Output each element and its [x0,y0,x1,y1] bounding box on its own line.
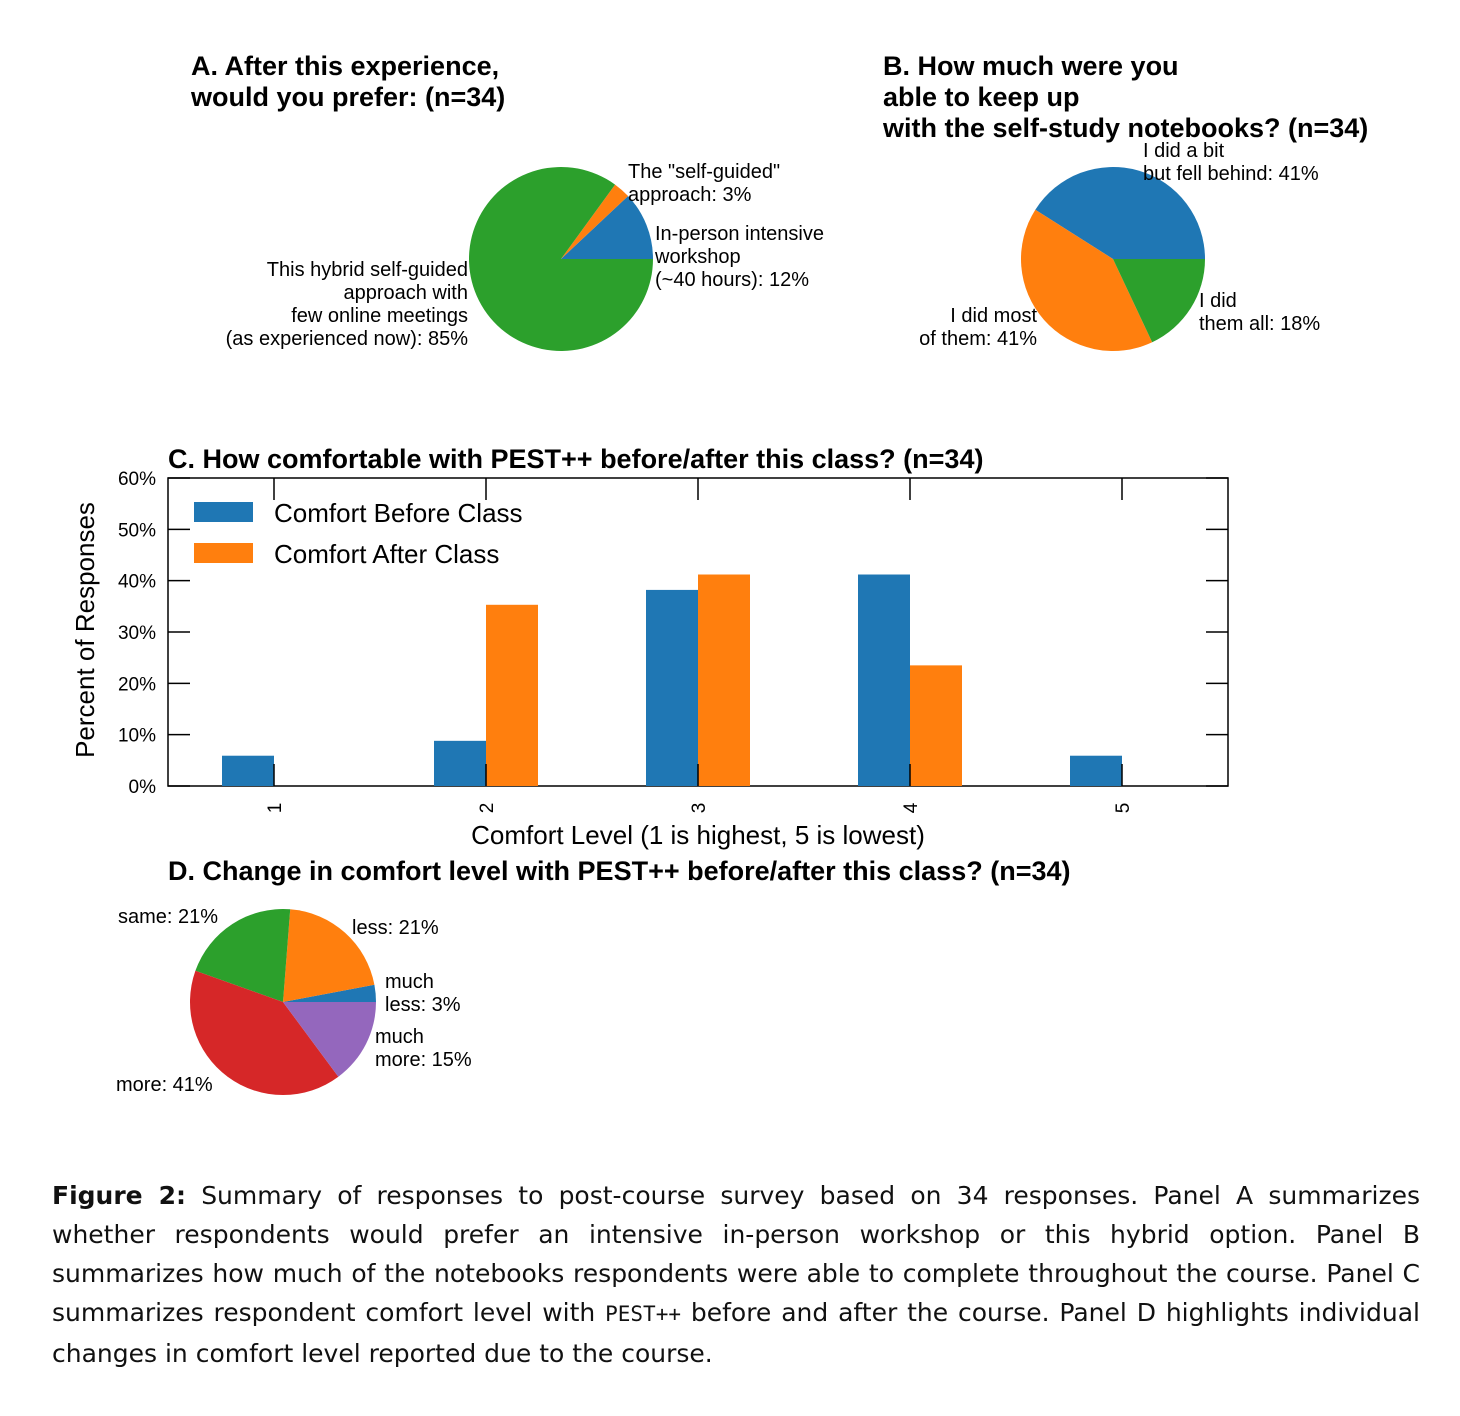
survey-figure: A. After this experience, would you prefe… [70,51,1368,1096]
pie-slice-label: In-person intensive workshop (~40 hours): … [654,223,824,291]
x-tick-label: 3 [689,803,710,814]
y-tick-label: 30% [118,623,156,644]
y-tick-label: 20% [118,674,156,695]
caption-text-2: before and after the course. Panel D hig… [52,1298,1420,1368]
panel-title: B. How much were you able to keep up with … [882,51,1368,143]
panel-d-pie-chart: D. Change in comfort level with PEST++ b… [116,856,1070,1096]
figure-label: Figure 2: [52,1181,186,1210]
panel-b-pie-chart: B. How much were you able to keep up with … [882,51,1368,351]
x-tick-label: 4 [901,802,922,813]
pie-slice-label: much more: 15% [375,1026,472,1071]
panel-title: A. After this experience, would you prefe… [190,51,505,112]
legend-swatch [194,502,253,522]
bar [858,574,910,786]
legend-entry: Comfort Before Class [274,498,523,528]
x-tick-label: 1 [265,803,286,814]
pie-slice-label: more: 41% [116,1074,213,1096]
pie-slice [1113,259,1205,343]
pie-slice [283,1002,376,1077]
panel-a-pie-chart: A. After this experience, would you prefe… [190,51,824,351]
y-axis-label: Percent of Responses [70,502,100,758]
caption-text-1: Summary of responses to post-course surv… [52,1181,1420,1327]
legend-swatch [194,543,253,563]
y-tick-label: 40% [118,572,156,593]
pie-slice-label: less: 21% [352,917,439,939]
pie-slice [195,908,291,1002]
y-tick-label: 10% [118,726,156,747]
x-tick-label: 5 [1113,803,1134,814]
bar [1070,755,1122,786]
legend-entry: Comfort After Class [274,539,499,569]
bar [698,574,750,786]
pie-slice-label: I did them all: 18% [1199,290,1320,335]
pie-slice [468,166,653,351]
pie-slice [283,984,376,1002]
pie-slice-label: much less: 3% [385,971,461,1016]
x-tick-label: 2 [477,803,498,814]
panel-title: C. How comfortable with PEST++ before/af… [168,444,983,474]
pie-slice-label: I did a bit but fell behind: 41% [1143,140,1319,185]
y-tick-label: 60% [118,469,156,490]
bar [646,589,698,786]
bar [910,665,962,786]
pie-slice [189,970,339,1096]
pie-slice [1035,166,1205,259]
pie-slice [561,196,653,259]
bar [434,740,486,786]
panel-title: D. Change in comfort level with PEST++ b… [168,856,1070,886]
caption-code: PEST++ [605,1302,681,1326]
y-tick-label: 0% [129,777,157,798]
pie-slice-label: The "self-guided" approach: 3% [628,161,780,206]
bar [486,604,538,786]
pie-slice [561,184,629,259]
panel-c-bar-chart: C. How comfortable with PEST++ before/af… [70,444,1229,850]
figure-caption: Figure 2: Summary of responses to post-c… [52,1176,1420,1373]
pie-slice [1020,209,1153,351]
pie-slice-label: same: 21% [118,906,218,928]
x-axis-label: Comfort Level (1 is highest, 5 is lowest… [471,820,925,850]
bar [222,755,274,786]
pie-slice-label: This hybrid self-guided approach with few … [226,259,469,350]
pie-slice [283,909,375,1002]
pie-slice-label: I did most of them: 41% [919,305,1037,350]
y-tick-label: 50% [118,520,156,541]
